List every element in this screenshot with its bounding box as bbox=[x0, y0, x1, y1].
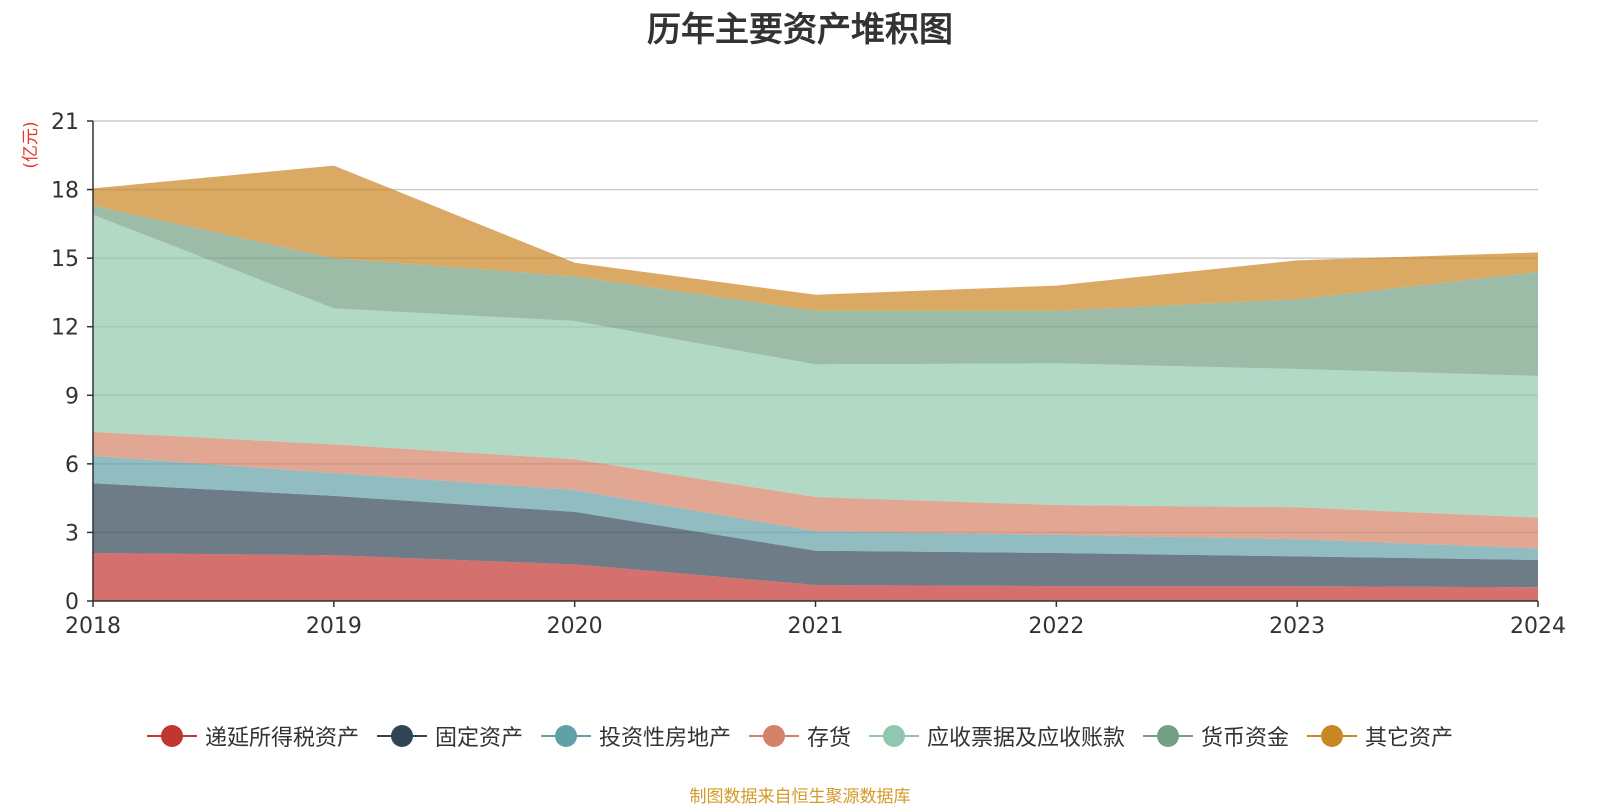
legend-swatch-icon bbox=[1143, 724, 1194, 748]
y-tick-label: 3 bbox=[65, 521, 79, 546]
area-series-2 bbox=[93, 483, 1538, 588]
area-series-7 bbox=[93, 165, 1538, 311]
legend-label: 其它资产 bbox=[1365, 726, 1454, 751]
legend-item[interactable]: 存货 bbox=[748, 720, 851, 752]
legend-swatch-icon bbox=[376, 724, 427, 748]
area-series-3 bbox=[93, 455, 1538, 560]
y-axis-unit-label: (亿元) bbox=[21, 121, 41, 168]
y-tick-label: 12 bbox=[51, 316, 79, 341]
legend-label: 存货 bbox=[806, 726, 851, 751]
x-tick-label: 2021 bbox=[788, 614, 844, 639]
area-series-5 bbox=[93, 214, 1538, 518]
area-series-1 bbox=[93, 553, 1538, 601]
y-tick-label: 9 bbox=[65, 384, 79, 409]
y-tick-label: 6 bbox=[65, 453, 79, 478]
y-tick-label: 21 bbox=[51, 110, 79, 135]
legend-swatch-icon bbox=[146, 724, 197, 748]
area-series-layer bbox=[93, 165, 1538, 601]
legend-label: 递延所得税资产 bbox=[204, 726, 359, 751]
area-series-6 bbox=[93, 205, 1538, 376]
chart-title: 历年主要资产堆积图 bbox=[647, 10, 953, 50]
legend-item[interactable]: 固定资产 bbox=[376, 720, 523, 752]
legend-item[interactable]: 应收票据及应收账款 bbox=[869, 720, 1125, 752]
legend-item[interactable]: 投资性房地产 bbox=[540, 720, 731, 752]
legend-label: 固定资产 bbox=[434, 726, 523, 751]
y-tick-label: 18 bbox=[51, 179, 79, 204]
legend-item[interactable]: 递延所得税资产 bbox=[146, 720, 359, 752]
legend-swatch-icon bbox=[869, 724, 919, 748]
source-note: 制图数据来自恒生聚源数据库 bbox=[689, 787, 911, 807]
legend-swatch-icon bbox=[748, 724, 799, 748]
area-series-4 bbox=[93, 431, 1538, 549]
x-tick-label: 2020 bbox=[547, 614, 603, 639]
legend-label: 投资性房地产 bbox=[598, 726, 731, 751]
x-tick-label: 2024 bbox=[1510, 614, 1566, 639]
x-tick-label: 2022 bbox=[1028, 614, 1084, 639]
x-tick-label: 2019 bbox=[306, 614, 362, 639]
legend-swatch-icon bbox=[540, 724, 591, 748]
legend-label: 应收票据及应收账款 bbox=[927, 726, 1126, 751]
y-tick-label: 0 bbox=[65, 590, 79, 615]
legend-item[interactable]: 货币资金 bbox=[1143, 720, 1289, 752]
legend-swatch-icon bbox=[1307, 724, 1358, 748]
legend: 递延所得税资产 固定资产 投资性房地产 存货 应收票据及应收账款 货币资金 其它资产 bbox=[0, 720, 1600, 752]
x-tick-label: 2018 bbox=[65, 614, 121, 639]
axes: 0 3 6 9 12 15 18 21 2018 2019 2020 2021 2022 2023 2024 bbox=[51, 110, 1566, 639]
legend-item[interactable]: 其它资产 bbox=[1307, 720, 1453, 752]
y-tick-label: 15 bbox=[51, 247, 79, 272]
x-tick-label: 2023 bbox=[1269, 614, 1325, 639]
legend-label: 货币资金 bbox=[1201, 726, 1290, 751]
